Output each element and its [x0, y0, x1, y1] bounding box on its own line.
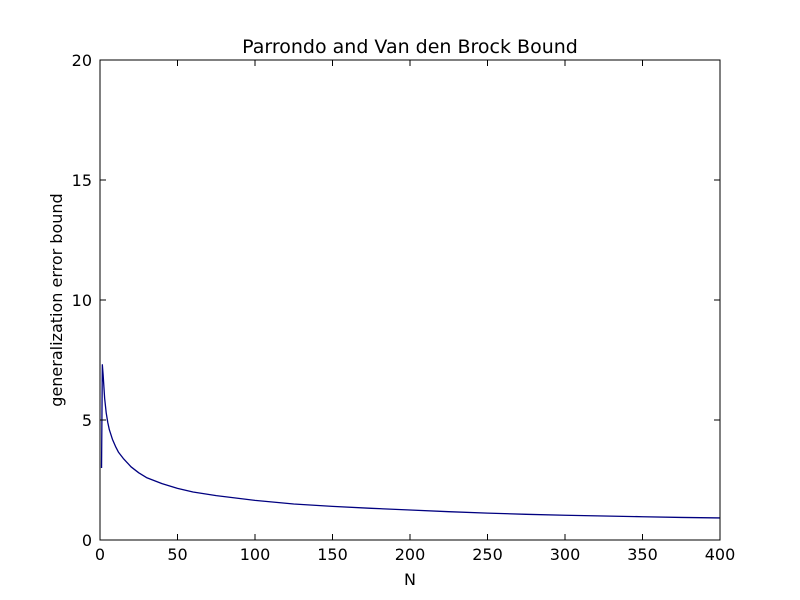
series-line-0 [100, 364, 721, 519]
series-layer [100, 364, 721, 519]
y-tick-label: 10 [72, 291, 92, 310]
x-tick-label: 50 [167, 545, 187, 564]
x-tick-label: 0 [95, 545, 105, 564]
y-tick-label: 5 [82, 411, 92, 430]
y-tick-label: 15 [72, 171, 92, 190]
x-tick-label: 400 [705, 545, 736, 564]
x-tick-label: 250 [472, 545, 503, 564]
y-tick-label: 0 [82, 531, 92, 550]
y-axis-label: generalization error bound [47, 193, 66, 406]
plot-frame [99, 59, 721, 541]
x-tick-label: 200 [395, 545, 426, 564]
y-tick-label: 20 [72, 51, 92, 70]
plot-area: 0 50 100 150 200 250 300 350 400 0 5 10 15 20 [72, 51, 736, 564]
ticks-layer: 0 50 100 150 200 250 300 350 400 0 5 10 15 20 [72, 51, 736, 564]
x-tick-label: 100 [240, 545, 271, 564]
x-axis-label: N [404, 570, 416, 589]
x-tick-label: 350 [627, 545, 658, 564]
x-tick-label: 300 [550, 545, 581, 564]
chart-title: Parrondo and Van den Brock Bound [242, 36, 578, 58]
x-tick-label: 150 [317, 545, 348, 564]
